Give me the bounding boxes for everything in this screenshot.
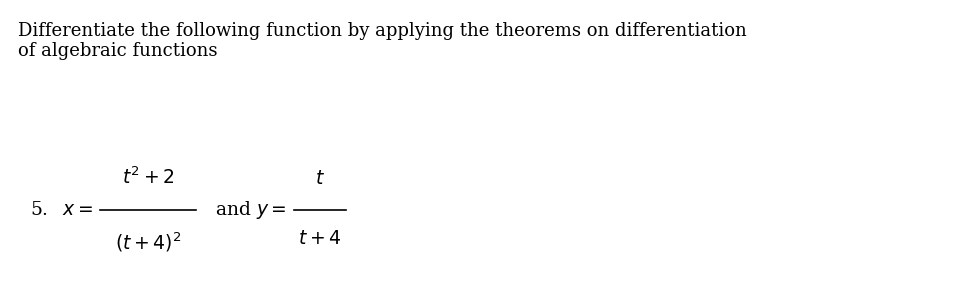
Text: $t+4$: $t+4$ [298, 230, 342, 248]
Text: $(t+4)^2$: $(t+4)^2$ [115, 230, 181, 253]
Text: $t$: $t$ [315, 170, 325, 188]
Text: and $y=$: and $y=$ [215, 199, 286, 221]
Text: $x=$: $x=$ [62, 201, 93, 219]
Text: of algebraic functions: of algebraic functions [18, 42, 218, 60]
Text: 5.: 5. [30, 201, 48, 219]
Text: $t^2+2$: $t^2+2$ [121, 166, 175, 188]
Text: Differentiate the following function by applying the theorems on differentiation: Differentiate the following function by … [18, 22, 747, 40]
